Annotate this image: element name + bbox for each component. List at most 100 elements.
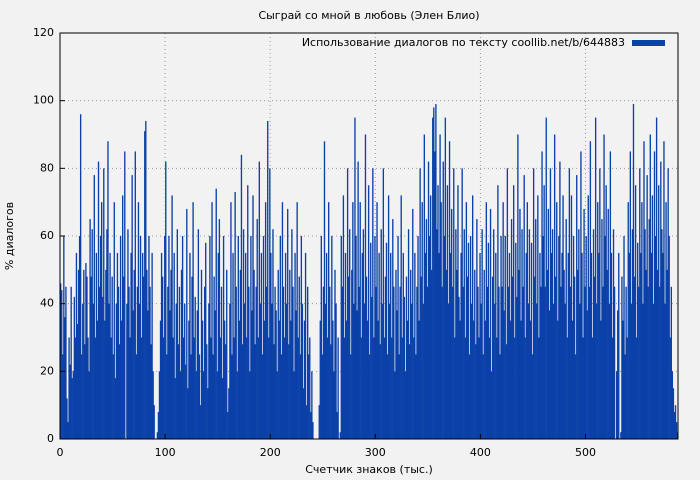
bar [420, 276, 422, 439]
bar [645, 269, 647, 439]
bar [163, 337, 165, 439]
bar [337, 337, 339, 439]
bar [82, 303, 84, 439]
bar [612, 229, 615, 439]
bar [593, 276, 596, 439]
bar [599, 168, 601, 440]
bar [535, 219, 537, 439]
bar [592, 229, 595, 439]
bar [170, 269, 172, 439]
bar [447, 303, 450, 439]
bar [644, 229, 646, 439]
bar [624, 354, 626, 439]
x-tick-label: 400 [470, 446, 491, 459]
bar [108, 303, 110, 439]
bar [427, 161, 430, 440]
bar [69, 364, 71, 439]
bar [158, 371, 161, 439]
bar [542, 236, 544, 439]
bar [225, 344, 227, 439]
bar [176, 229, 179, 439]
bar [104, 320, 106, 439]
bar [103, 168, 105, 440]
bar [444, 117, 447, 439]
legend-label: Использование диалогов по тексту coollib… [302, 36, 625, 49]
bar [387, 195, 390, 439]
bar [67, 422, 69, 439]
bar [119, 236, 122, 439]
y-tick-label: 120 [33, 26, 54, 39]
bar [169, 310, 171, 439]
bar [565, 219, 567, 439]
bar [109, 252, 111, 439]
bar [205, 242, 207, 439]
bar [651, 195, 654, 439]
bar [106, 229, 108, 439]
bar [193, 337, 195, 439]
bar [489, 208, 492, 439]
bar [550, 252, 553, 439]
bar [416, 286, 418, 439]
bar [251, 310, 253, 439]
bar [186, 208, 188, 439]
bar [473, 320, 475, 439]
bar [432, 117, 434, 439]
bar [527, 303, 530, 439]
bar [508, 252, 511, 439]
bar [514, 337, 516, 439]
bar [280, 354, 283, 439]
bar [449, 252, 452, 439]
bar [438, 252, 440, 439]
bar [529, 320, 532, 439]
bar [609, 151, 612, 439]
bar [380, 229, 382, 439]
bar [324, 303, 327, 439]
bar [532, 168, 535, 440]
bar [485, 202, 488, 439]
bar [320, 236, 323, 439]
bar [675, 422, 678, 439]
bar [102, 296, 104, 439]
bar [671, 371, 674, 439]
bar [462, 286, 464, 439]
bar [408, 344, 411, 439]
bar [250, 236, 252, 439]
bar [484, 320, 486, 439]
bar [398, 354, 400, 439]
bar [184, 303, 186, 439]
bar [177, 344, 180, 439]
bar [628, 252, 630, 439]
bar [454, 337, 456, 439]
bar [458, 296, 460, 439]
bar [62, 354, 64, 439]
bar [569, 286, 572, 439]
bar [318, 405, 320, 439]
bar [148, 236, 150, 439]
bar [600, 320, 602, 439]
bar [401, 337, 403, 439]
bar [363, 303, 366, 439]
bar [160, 252, 163, 439]
y-tick-label: 60 [40, 229, 54, 242]
bar [580, 151, 582, 439]
bar [546, 269, 548, 439]
bar [222, 236, 225, 439]
bar [504, 236, 506, 439]
bar [534, 276, 536, 439]
bar [509, 320, 512, 439]
bar [623, 236, 625, 439]
bar [487, 242, 490, 439]
bar [642, 303, 644, 439]
bar [488, 337, 491, 439]
bar [381, 303, 383, 439]
bar [372, 168, 374, 440]
bar [496, 337, 498, 439]
bar [358, 286, 360, 439]
bar [310, 411, 312, 439]
bar [66, 398, 68, 439]
bar [333, 371, 335, 439]
bar [602, 286, 604, 439]
bar [539, 252, 541, 439]
bar [238, 320, 241, 439]
bar [269, 168, 271, 440]
